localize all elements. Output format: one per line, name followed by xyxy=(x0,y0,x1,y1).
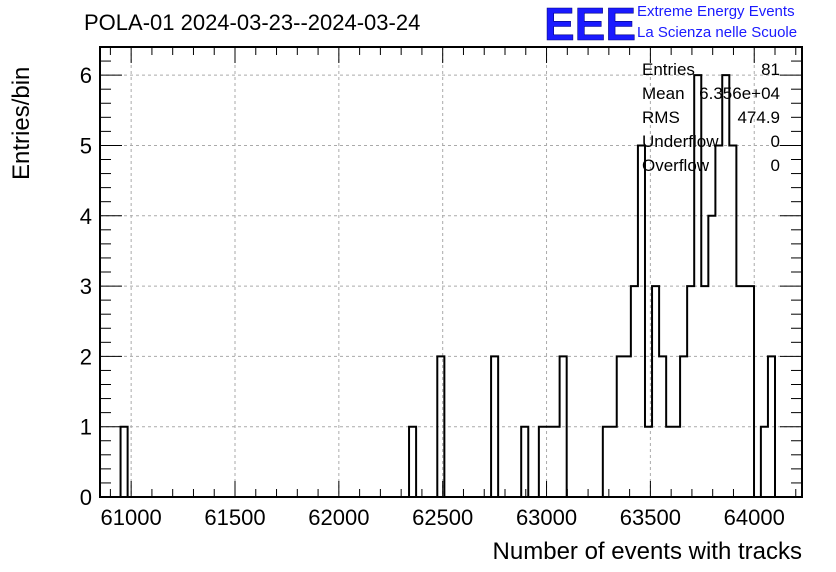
y-tick-label: 2 xyxy=(80,344,92,369)
x-axis-label: Number of events with tracks xyxy=(492,538,802,565)
logo-line-1: Extreme Energy Events xyxy=(637,3,795,20)
stats-overflow-value: 0 xyxy=(770,156,780,175)
stats-mean-value: 6.356e+04 xyxy=(699,84,780,103)
logo-line-2: La Scienza nelle Scuole xyxy=(637,24,798,41)
histogram-bin xyxy=(491,356,498,497)
stats-box: Entries 81 Mean 6.356e+04 RMS 474.9 Unde… xyxy=(642,58,780,178)
histogram-bin xyxy=(121,427,128,497)
x-tick-label: 62500 xyxy=(412,505,473,530)
histogram-bin xyxy=(687,286,694,497)
stats-row-mean: Mean 6.356e+04 xyxy=(642,82,780,106)
histogram-bin xyxy=(761,427,768,497)
histogram-bin xyxy=(638,145,645,497)
histogram-bin xyxy=(701,286,708,497)
histogram-bin xyxy=(617,356,631,497)
histogram-bin xyxy=(715,145,722,497)
x-tick-label: 64000 xyxy=(724,505,785,530)
histogram-bin xyxy=(768,356,775,497)
eee-logo: EEE xyxy=(544,0,637,50)
stats-entries-value: 81 xyxy=(761,60,780,79)
grid-lines xyxy=(100,47,802,497)
stats-row-rms: RMS 474.9 xyxy=(642,106,780,130)
histogram-bin xyxy=(729,145,736,497)
y-axis-label: Entries/bin xyxy=(8,66,35,180)
stats-rms-label: RMS xyxy=(642,108,680,127)
eee-logo-text: EEE xyxy=(544,2,636,44)
histogram-bin xyxy=(708,216,715,497)
stats-row-entries: Entries 81 xyxy=(642,58,780,82)
histogram-bin xyxy=(736,286,754,497)
eee-logo-icon: EEE xyxy=(544,0,637,50)
y-tick-label: 1 xyxy=(80,415,92,440)
stats-overflow-label: Overflow xyxy=(642,156,710,175)
histogram-bin xyxy=(666,427,680,497)
y-tick-label: 6 xyxy=(80,63,92,88)
x-tick-label: 63000 xyxy=(516,505,577,530)
histogram-bin xyxy=(652,286,659,497)
y-axis: 0 1 2 3 4 5 6 xyxy=(80,60,802,510)
histogram-bin xyxy=(631,286,638,497)
histogram-bin xyxy=(603,427,617,497)
stats-underflow-value: 0 xyxy=(770,132,780,151)
stats-row-underflow: Underflow 0 xyxy=(642,130,780,154)
stats-underflow-label: Underflow xyxy=(642,132,719,151)
stats-entries-label: Entries xyxy=(642,60,695,79)
histogram-bin xyxy=(521,427,528,497)
histogram-outline xyxy=(119,74,776,497)
y-tick-label: 0 xyxy=(80,485,92,510)
stats-row-overflow: Overflow 0 xyxy=(642,154,780,178)
chart-title: POLA-01 2024-03-23--2024-03-24 xyxy=(84,10,421,35)
x-tick-label: 63500 xyxy=(620,505,681,530)
x-tick-label: 61000 xyxy=(101,505,162,530)
y-tick-label: 3 xyxy=(80,274,92,299)
histogram-bin xyxy=(645,427,652,497)
y-tick-label: 4 xyxy=(80,204,92,229)
histogram-bin xyxy=(680,356,687,497)
histogram-bin xyxy=(437,356,444,497)
y-tick-label: 5 xyxy=(80,133,92,158)
x-axis: 61000 61500 62000 62500 63000 63500 64000 xyxy=(101,47,797,530)
x-tick-label: 62000 xyxy=(308,505,369,530)
histogram-bin xyxy=(539,427,560,497)
histogram-bin xyxy=(659,356,666,497)
histogram-bin xyxy=(560,356,567,497)
histogram-bin xyxy=(409,427,416,497)
stats-mean-label: Mean xyxy=(642,84,685,103)
x-tick-label: 61500 xyxy=(204,505,265,530)
stats-rms-value: 474.9 xyxy=(737,108,780,127)
